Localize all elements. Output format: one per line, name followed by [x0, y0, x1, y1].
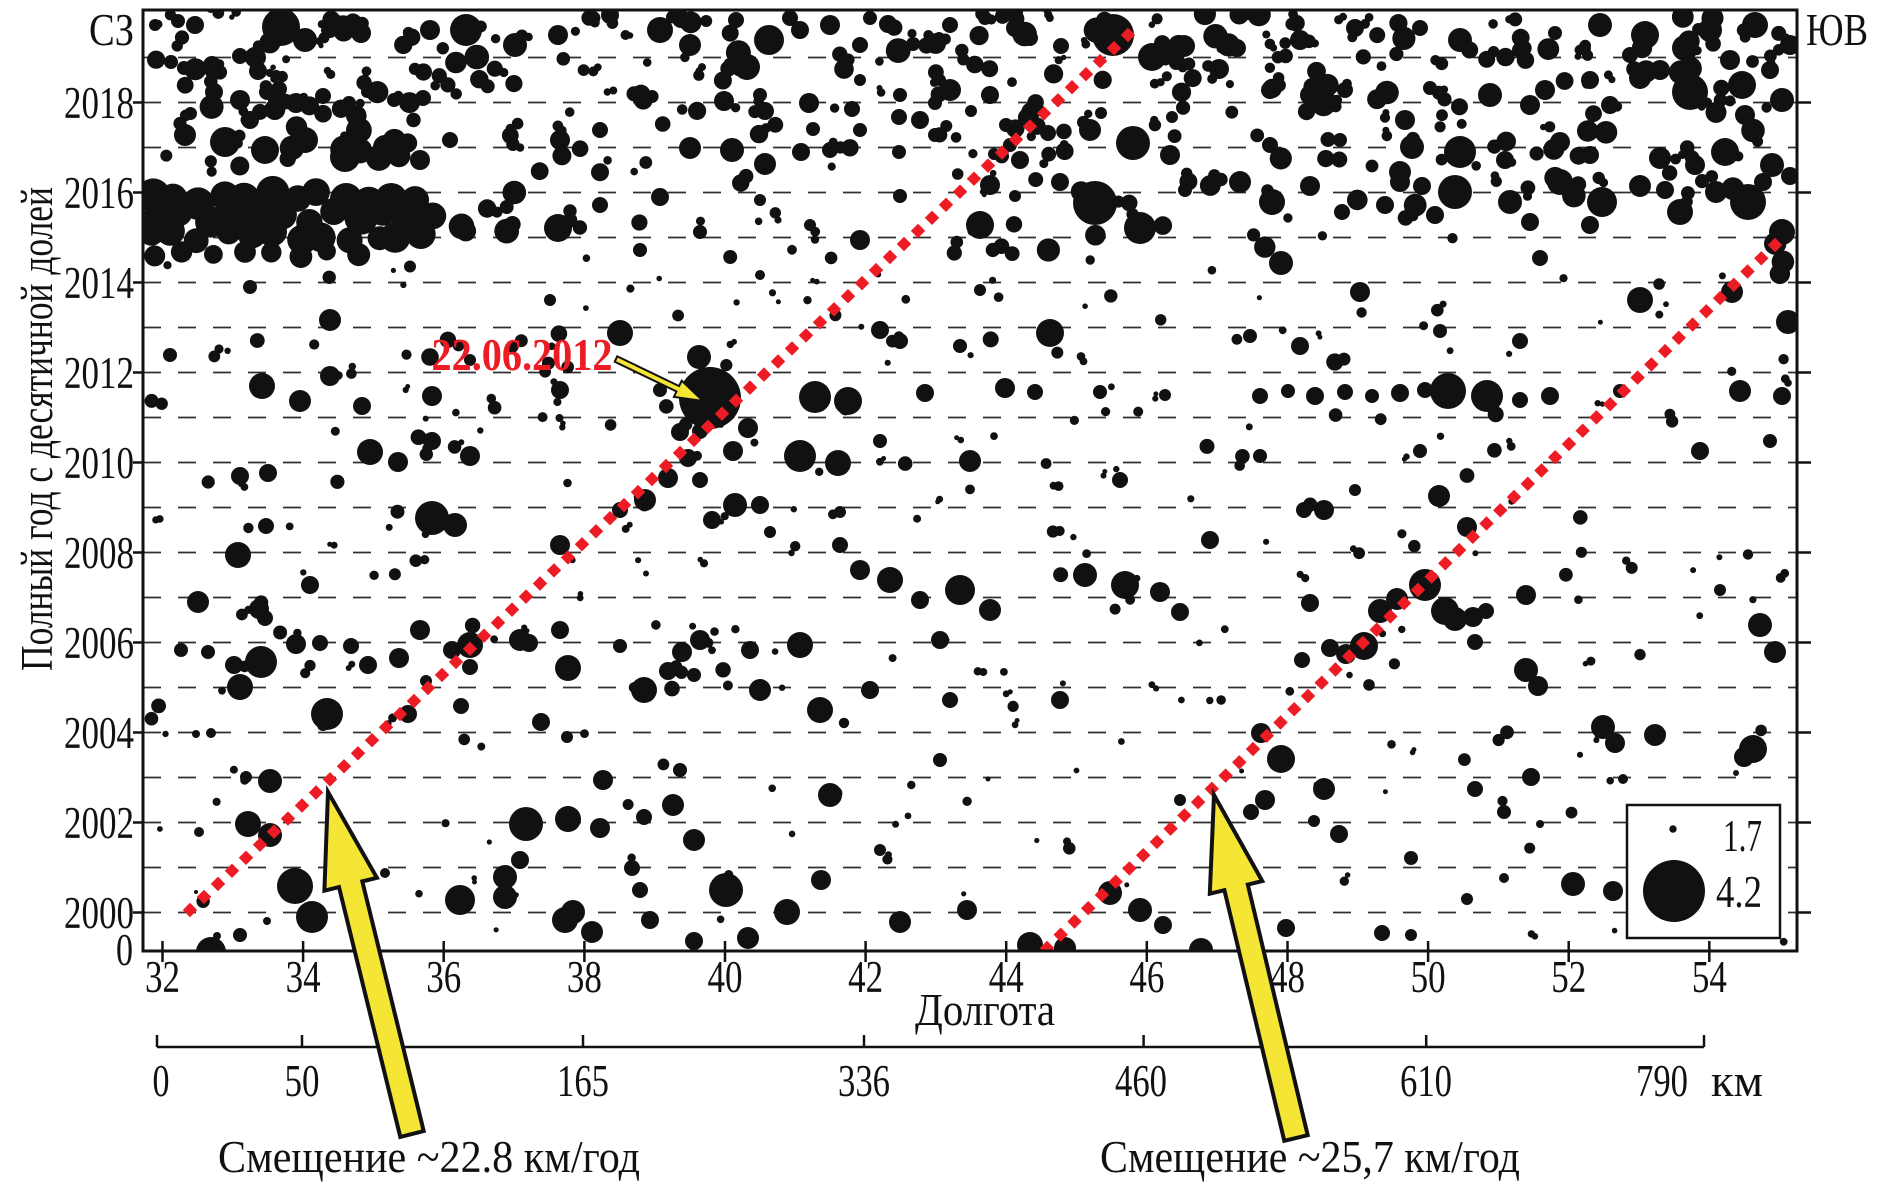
svg-text:2016: 2016 — [64, 168, 134, 218]
svg-text:0: 0 — [116, 925, 133, 975]
svg-text:4.2: 4.2 — [1716, 867, 1762, 917]
svg-text:165: 165 — [557, 1056, 609, 1106]
svg-text:2010: 2010 — [64, 438, 134, 488]
svg-text:22.06.2012: 22.06.2012 — [432, 330, 613, 380]
svg-text:50: 50 — [1411, 952, 1446, 1002]
svg-text:2000: 2000 — [64, 888, 134, 938]
svg-text:36: 36 — [426, 952, 461, 1002]
svg-text:610: 610 — [1400, 1056, 1452, 1106]
svg-text:2006: 2006 — [64, 618, 134, 668]
svg-text:2018: 2018 — [64, 78, 134, 128]
svg-text:790: 790 — [1636, 1056, 1688, 1106]
svg-text:км: км — [1711, 1056, 1763, 1106]
svg-text:38: 38 — [567, 952, 602, 1002]
svg-text:44: 44 — [989, 952, 1024, 1002]
svg-text:52: 52 — [1551, 952, 1586, 1002]
svg-text:336: 336 — [838, 1056, 890, 1106]
svg-text:ЮВ: ЮВ — [1806, 5, 1868, 55]
svg-text:54: 54 — [1692, 952, 1727, 1002]
svg-text:2002: 2002 — [64, 798, 134, 848]
svg-text:46: 46 — [1129, 952, 1164, 1002]
svg-text:460: 460 — [1115, 1056, 1167, 1106]
svg-text:Смещение ~22.8 км/год: Смещение ~22.8 км/год — [218, 1132, 640, 1182]
svg-text:50: 50 — [285, 1056, 320, 1106]
svg-text:32: 32 — [145, 952, 180, 1002]
svg-text:1.7: 1.7 — [1723, 811, 1762, 861]
svg-text:34: 34 — [286, 952, 321, 1002]
svg-text:42: 42 — [848, 952, 883, 1002]
svg-text:2012: 2012 — [64, 348, 134, 398]
svg-text:Смещение ~25,7 км/год: Смещение ~25,7 км/год — [1100, 1132, 1520, 1182]
svg-text:СЗ: СЗ — [89, 5, 134, 55]
svg-text:Долгота: Долгота — [915, 985, 1055, 1035]
svg-text:0: 0 — [153, 1056, 170, 1106]
svg-text:2014: 2014 — [64, 258, 134, 308]
svg-text:2008: 2008 — [64, 528, 134, 578]
svg-text:40: 40 — [707, 952, 742, 1002]
svg-text:Полный год с десятичной долей: Полный год с десятичной долей — [12, 187, 62, 671]
svg-text:2004: 2004 — [64, 708, 134, 758]
